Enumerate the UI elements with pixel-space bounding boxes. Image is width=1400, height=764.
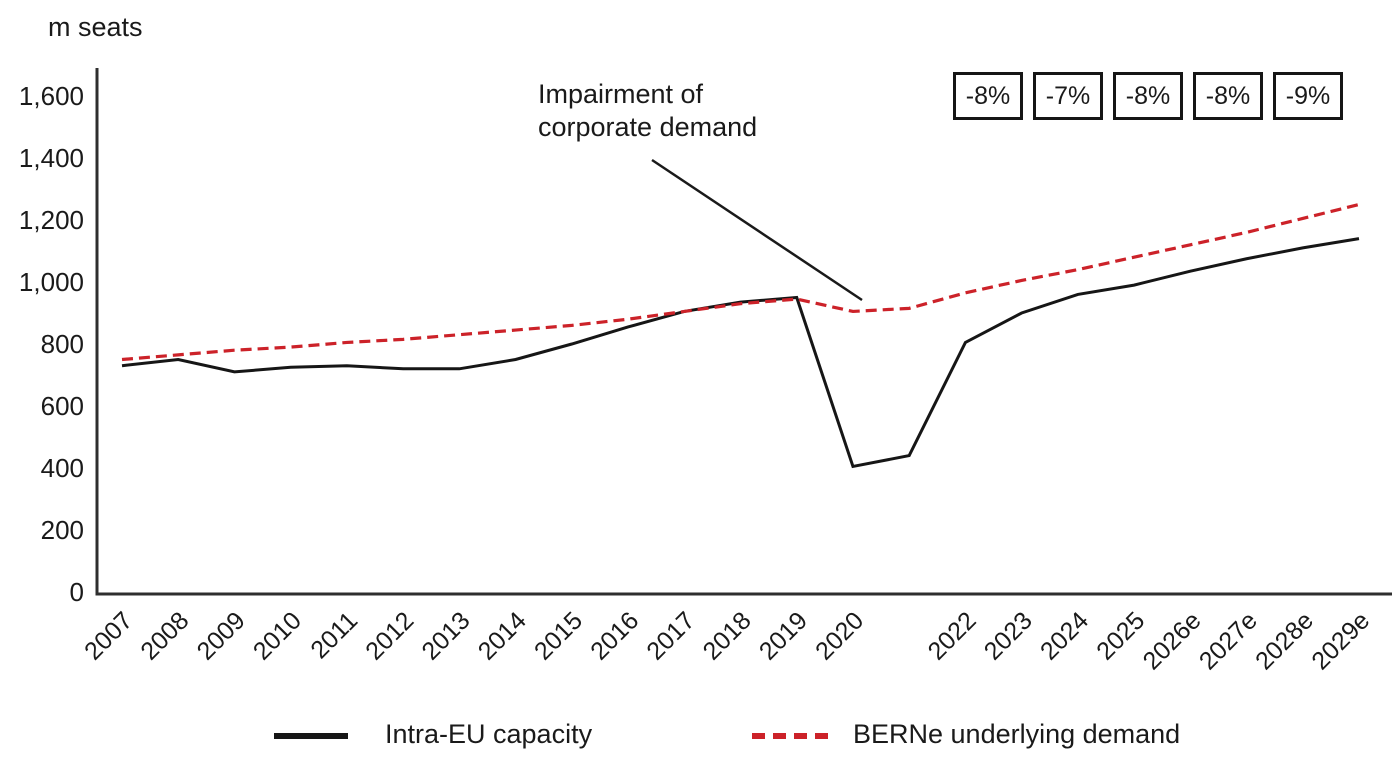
x-axis-label: 2011 [305,606,363,664]
percent-badge: -7% [1033,72,1103,120]
legend-label-berne-underlying-demand: BERNe underlying demand [853,719,1181,749]
series-line-berne-underlying-demand [121,202,1360,362]
x-axis-label: 2018 [698,606,757,665]
x-axis-label: 2013 [416,606,475,665]
y-axis-unit-label: m seats [48,12,143,42]
x-axis-label: 2020 [810,606,869,665]
x-axis-label: 2008 [135,606,194,665]
x-axis-tick-labels: 2007200820092010201120122013201420152016… [79,606,1375,675]
x-axis-label: 2014 [473,606,532,665]
x-axis-label: 2027e [1194,606,1263,675]
x-axis-label: 2029e [1306,606,1375,675]
y-axis-label: 0 [70,577,84,607]
y-axis-label: 200 [41,515,84,545]
x-axis-label: 2017 [641,606,700,665]
x-axis-label: 2026e [1138,606,1207,675]
annotation-pointer-line [651,158,863,302]
series-lines [121,202,1360,469]
legend-swatch-berne-underlying-demand [752,733,830,739]
x-axis-label: 2007 [79,606,138,665]
annotation-line-1: Impairment of [538,79,704,109]
legend-swatch-intra-eu-capacity [274,733,348,739]
percent-badges: -8% -7% -8% -8% -9% [953,72,1343,120]
y-axis-label: 1,600 [19,81,84,111]
x-axis-label: 2012 [360,606,419,665]
x-axis-label: 2019 [754,606,813,665]
series-line-intra-eu-capacity [121,237,1360,469]
y-axis-label: 1,000 [19,267,84,297]
y-axis-label: 800 [41,329,84,359]
legend-label-intra-eu-capacity: Intra-EU capacity [385,719,593,749]
x-axis-label: 2028e [1250,606,1319,675]
percent-badge: -8% [1113,72,1183,120]
annotation-text: Impairment of corporate demand [538,78,757,144]
percent-badge: -8% [1193,72,1263,120]
x-axis-label: 2022 [923,606,982,665]
x-axis-label: 2009 [192,606,251,665]
percent-badge: -8% [953,72,1023,120]
y-axis-tick-labels: 0 200 400 600 800 1,000 1,200 1,400 1,600 [19,81,84,607]
percent-badge: -9% [1273,72,1343,120]
y-axis-label: 1,200 [19,205,84,235]
x-axis-label: 2023 [979,606,1038,665]
x-axis-label: 2016 [585,606,644,665]
y-axis-label: 1,400 [19,143,84,173]
x-axis-label: 2024 [1035,606,1094,665]
x-axis-label: 2010 [248,606,307,665]
y-axis-label: 400 [41,453,84,483]
legend: Intra-EU capacity BERNe underlying deman… [0,718,1400,764]
annotation-line-2: corporate demand [538,112,758,142]
y-axis-label: 600 [41,391,84,421]
x-axis-label: 2015 [529,606,588,665]
